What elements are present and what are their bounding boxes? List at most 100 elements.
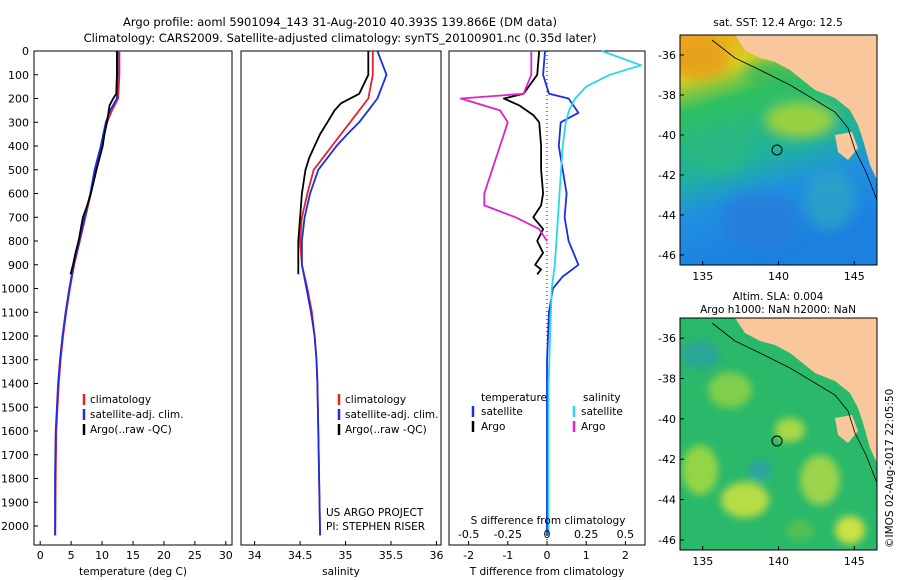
- series-temperature-argo: [502, 50, 544, 275]
- map-y-tick-label: -42: [658, 169, 676, 182]
- map-x-tick-label: 145: [844, 555, 865, 568]
- sst-map-title: sat. SST: 12.4 Argo: 12.5: [713, 17, 843, 29]
- y-tick-label: 900: [8, 259, 29, 272]
- figure-title-line2: Climatology: CARS2009. Satellite-adjuste…: [84, 31, 597, 45]
- temperature-legend: climatology satellite-adj. clim. Argo(..…: [82, 394, 183, 436]
- y-tick-label: 700: [8, 211, 29, 224]
- s-difference-label: S difference from climatology: [471, 515, 626, 527]
- map-y-tick-label: -36: [658, 49, 676, 62]
- map-y-tick-label: -42: [658, 453, 676, 466]
- x-tick-label: 30: [219, 549, 233, 562]
- x-tick-label: -1: [502, 549, 513, 562]
- map-x-tick-label: 135: [692, 270, 713, 283]
- y-tick-label: 1100: [1, 306, 29, 319]
- y-tick-label: 1500: [1, 401, 29, 414]
- s-tick-label: -0.25: [494, 528, 522, 541]
- sst-map: sat. SST: 12.4 Argo: 12.5 135 140 145 -36 -3…: [658, 17, 878, 283]
- legend-label-s-argo: Argo: [581, 421, 605, 433]
- sla-map-title-line2: Argo h1000: NaN h2000: NaN: [700, 304, 856, 316]
- x-tick-label: 0: [37, 549, 44, 562]
- x-tick-label: -2: [463, 549, 474, 562]
- legend-label-argo: Argo(..raw -QC): [345, 424, 427, 436]
- legend-heading-temperature: temperature: [481, 392, 547, 404]
- salinity-x-axis: 34 34.5 35 35.5 36: [248, 541, 443, 562]
- x-tick-label: 15: [126, 549, 140, 562]
- argo-position-marker: [771, 144, 783, 156]
- salinity-legend: climatology satellite-adj. clim. Argo(..…: [337, 394, 438, 436]
- x-tick-label: 35.5: [379, 549, 404, 562]
- sla-map: Altim. SLA: 0.004 Argo h1000: NaN h2000:…: [658, 291, 878, 568]
- difference-x-axis: -2 -1 0 1 2: [463, 541, 629, 562]
- legend-label-climatology: climatology: [90, 394, 151, 406]
- legend-label-satellite: satellite-adj. clim.: [90, 409, 183, 421]
- temperature-series: [54, 51, 121, 536]
- y-tick-label: 800: [8, 235, 29, 248]
- difference-legend: temperature salinity satellite Argo sate…: [471, 392, 623, 433]
- map-y-tick-label: -46: [658, 534, 676, 547]
- sla-map-axes: 135 140 145 -36 -38 -40 -42 -44 -46: [658, 332, 865, 568]
- x-tick-label: 5: [68, 549, 75, 562]
- legend-label-t-argo: Argo: [481, 421, 505, 433]
- sst-map-axes: 135 140 145 -36 -38 -40 -42 -44 -46: [658, 49, 865, 283]
- series-salinity-argo: [459, 51, 548, 242]
- pi-annotation: PI: STEPHEN RISER: [326, 521, 425, 533]
- y-tick-label: 1600: [1, 425, 29, 438]
- temperature-panel: 0100200300400500600700800900100011001200…: [1, 45, 233, 578]
- x-tick-label: 34.5: [288, 549, 313, 562]
- map-y-tick-label: -44: [658, 209, 676, 222]
- isobath-line: [711, 39, 877, 201]
- y-tick-label: 1300: [1, 354, 29, 367]
- temperature-y-axis: 0 100 200 300 400 500 600 700 800 900 1000 1100 1200…: [1, 45, 38, 533]
- sla-map-title-line1: Altim. SLA: 0.004: [733, 291, 824, 303]
- x-tick-label: 34: [248, 549, 262, 562]
- x-tick-label: 35: [339, 549, 353, 562]
- temperature-x-label: temperature (deg C): [79, 566, 187, 578]
- series-satellite-adj-clim: [300, 50, 388, 536]
- y-tick-label: 1700: [1, 449, 29, 462]
- land-mass: [735, 35, 877, 180]
- argo-position-marker: [771, 435, 783, 447]
- series-salinity-satellite: [547, 50, 642, 536]
- difference-series: [459, 50, 642, 536]
- s-tick-label: -0.5: [458, 528, 479, 541]
- legend-label-satellite: satellite-adj. clim.: [345, 409, 438, 421]
- salinity-series: [297, 50, 388, 536]
- map-y-tick-label: -40: [658, 413, 676, 426]
- y-tick-label: 2000: [1, 520, 29, 533]
- y-tick-label: 100: [8, 69, 29, 82]
- legend-label-climatology: climatology: [345, 394, 406, 406]
- map-y-tick-label: -40: [658, 129, 676, 142]
- y-tick-label: 1000: [1, 283, 29, 296]
- series-temperature-satellite: [542, 50, 580, 536]
- x-tick-label: 25: [188, 549, 202, 562]
- legend-heading-salinity: salinity: [583, 392, 621, 404]
- map-y-tick-label: -38: [658, 373, 676, 386]
- salinity-x-label: salinity: [322, 566, 360, 578]
- imos-stamp: ©IMOS 02-Aug-2017 22:05:50: [884, 389, 896, 548]
- map-y-tick-label: -44: [658, 494, 676, 507]
- t-difference-label: T difference from climatology: [469, 566, 625, 578]
- project-annotation: US ARGO PROJECT: [326, 507, 424, 519]
- isobath-line: [711, 322, 877, 484]
- y-tick-label: 1900: [1, 496, 29, 509]
- island: [835, 132, 858, 160]
- x-tick-label: 10: [95, 549, 109, 562]
- difference-panel: -2 -1 0 1 2 S difference from climatology -0…: [448, 50, 646, 578]
- y-tick-label: 1200: [1, 330, 29, 343]
- temperature-plot-frame: [33, 50, 233, 546]
- y-tick-label: 300: [8, 116, 29, 129]
- y-tick-label: 400: [8, 140, 29, 153]
- s-tick-label: 0.5: [617, 528, 635, 541]
- figure-title-line1: Argo profile: aoml 5901094_143 31-Aug-20…: [123, 15, 557, 29]
- legend-label-t-satellite: satellite: [481, 406, 523, 418]
- salinity-plot-frame: [240, 50, 442, 546]
- salinity-panel: 34 34.5 35 35.5 36 salinity climatology sate…: [240, 50, 443, 578]
- island: [835, 415, 858, 443]
- y-tick-label: 200: [8, 93, 29, 106]
- map-x-tick-label: 145: [844, 270, 865, 283]
- x-tick-label: 1: [583, 549, 590, 562]
- series-argo-raw-qc: [297, 51, 370, 275]
- map-y-tick-label: -38: [658, 89, 676, 102]
- y-tick-label: 500: [8, 164, 29, 177]
